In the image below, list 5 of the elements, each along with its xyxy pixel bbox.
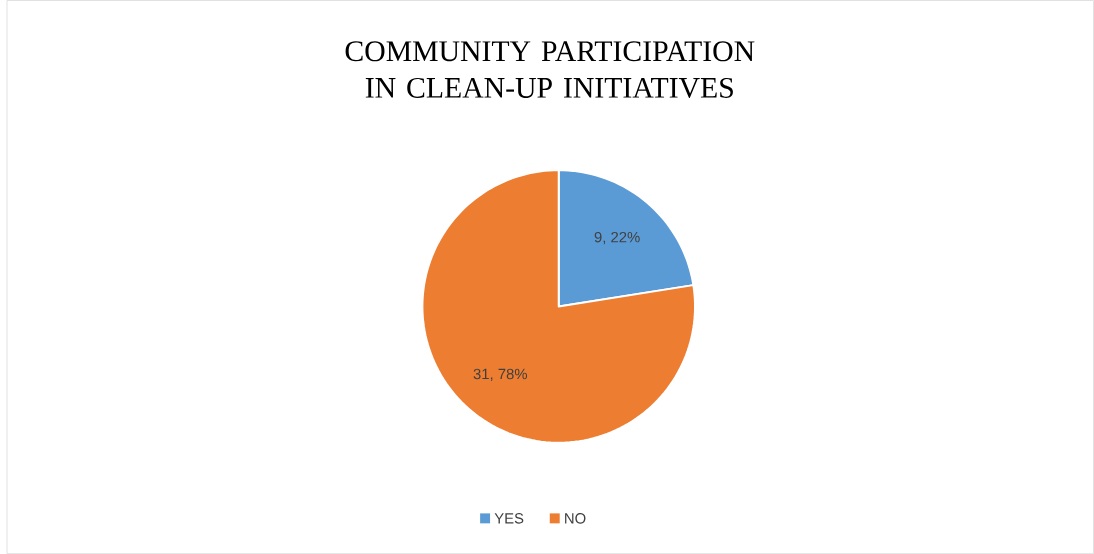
legend-label: NO — [565, 513, 586, 524]
legend-label: YES — [494, 513, 524, 524]
chart-title: COMMUNITY PARTICIPATION IN CLEAN-UP INITIATIVES — [345, 41, 755, 98]
data-label: 31, 78% — [473, 368, 528, 381]
data-label: 9, 22% — [594, 231, 640, 245]
